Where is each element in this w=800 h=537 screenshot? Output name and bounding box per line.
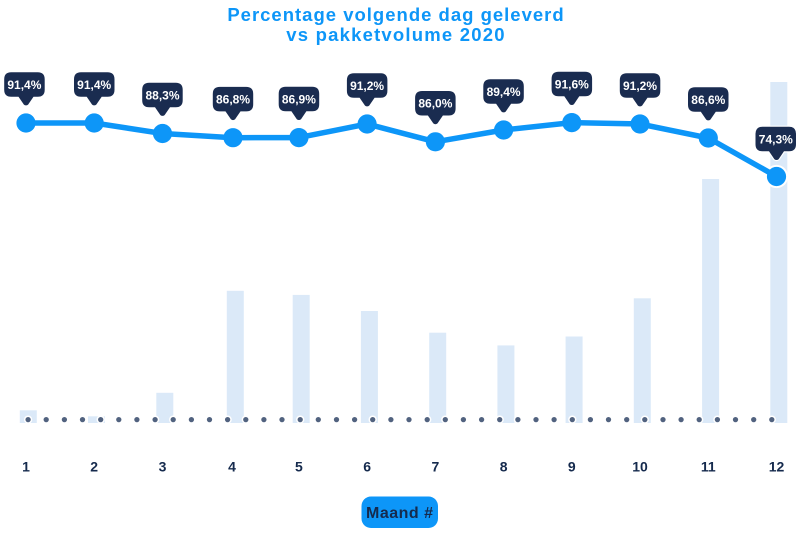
svg-text:2: 2: [90, 459, 98, 475]
svg-text:12: 12: [769, 459, 785, 475]
svg-text:7: 7: [432, 459, 440, 475]
svg-text:3: 3: [159, 459, 167, 475]
svg-text:91,2%: 91,2%: [350, 79, 384, 93]
svg-text:91,4%: 91,4%: [7, 78, 41, 92]
svg-text:86,9%: 86,9%: [282, 93, 316, 107]
svg-text:11: 11: [701, 459, 716, 475]
svg-text:Maand #: Maand #: [366, 505, 434, 522]
svg-text:74,3%: 74,3%: [759, 133, 793, 147]
svg-text:8: 8: [500, 459, 508, 475]
svg-text:5: 5: [295, 459, 303, 475]
svg-text:10: 10: [632, 459, 648, 475]
svg-text:4: 4: [228, 459, 236, 475]
svg-text:89,4%: 89,4%: [487, 85, 521, 99]
svg-text:91,2%: 91,2%: [623, 79, 657, 93]
svg-text:vs pakketvolume 2020: vs pakketvolume 2020: [286, 24, 505, 45]
svg-text:6: 6: [363, 459, 371, 475]
svg-text:Percentage volgende dag geleve: Percentage volgende dag geleverd: [227, 4, 564, 25]
svg-text:86,8%: 86,8%: [216, 93, 250, 107]
svg-text:86,6%: 86,6%: [691, 93, 725, 107]
svg-text:9: 9: [568, 459, 576, 475]
svg-text:86,0%: 86,0%: [418, 97, 452, 111]
svg-text:91,6%: 91,6%: [555, 78, 589, 92]
svg-text:88,3%: 88,3%: [145, 88, 179, 102]
svg-text:1: 1: [22, 459, 30, 475]
svg-text:91,4%: 91,4%: [77, 78, 111, 92]
